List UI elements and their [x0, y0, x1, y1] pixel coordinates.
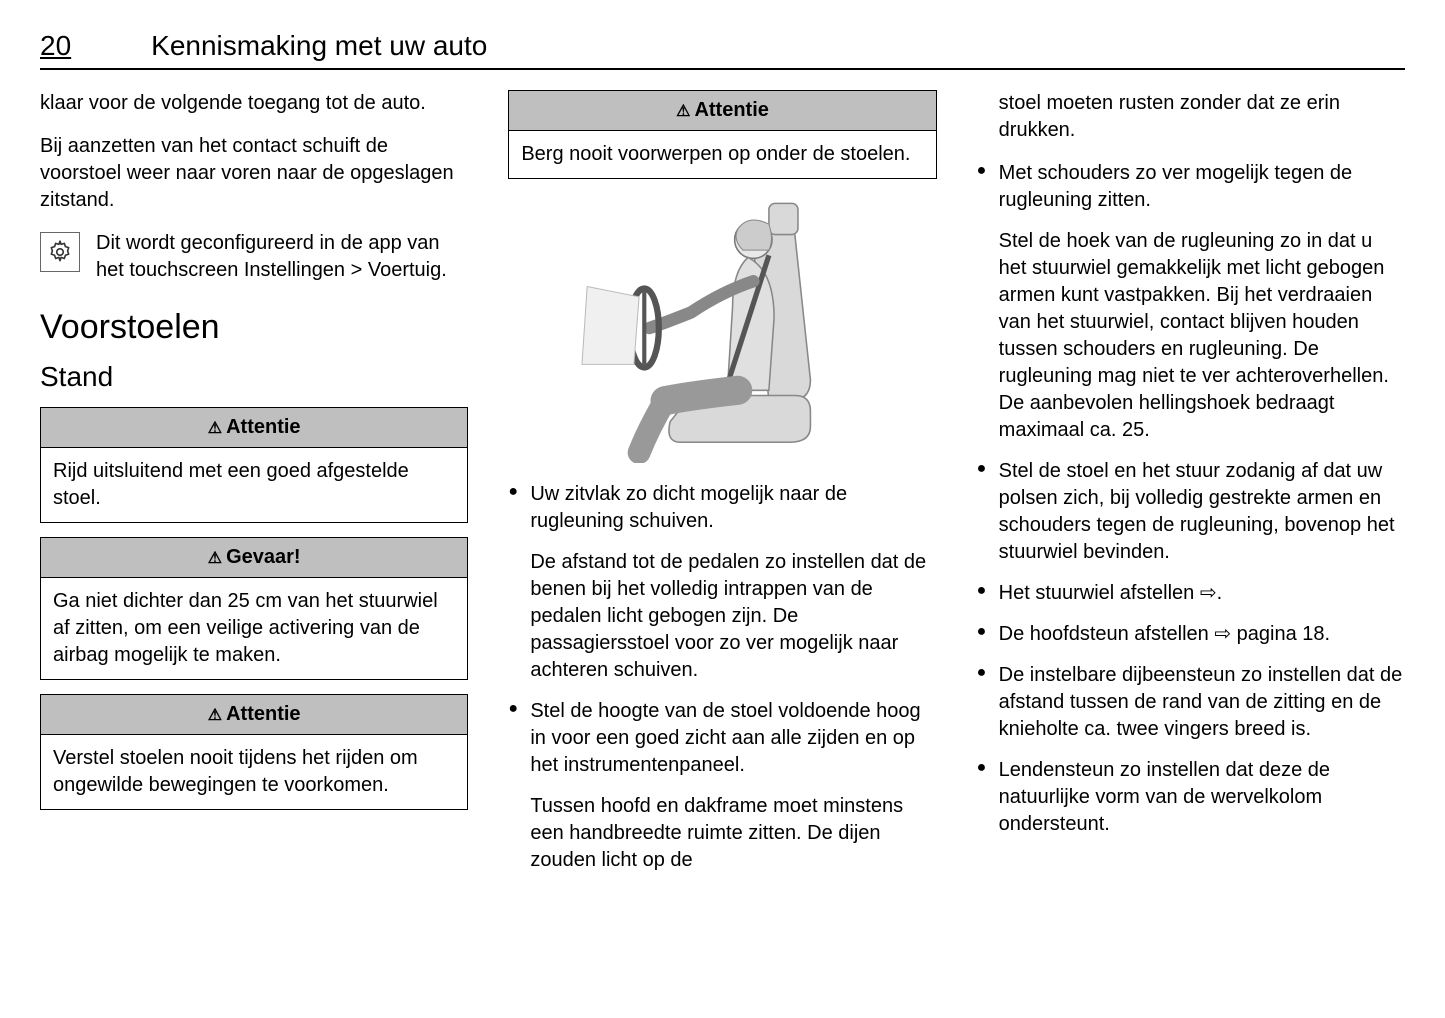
attention-box-3-title: Attentie — [694, 99, 768, 122]
section-heading-voorstoelen: Voorstoelen — [40, 308, 468, 347]
attention-box-1-title: Attentie — [226, 416, 300, 439]
list-item: Stel de stoel en het stuur zodanig af da… — [977, 458, 1405, 566]
bullet-main: Uw zitvlak zo dicht mogelijk naar de rug… — [530, 483, 847, 532]
bullet-main: De instelbare dijbeensteun zo instellen … — [999, 664, 1403, 740]
bullet-list-col3: Met schouders zo ver mogelijk tegen de r… — [977, 160, 1405, 838]
settings-hint: Dit wordt geconfigureerd in de app van h… — [40, 230, 468, 284]
settings-text: Dit wordt geconfigureerd in de app van h… — [96, 230, 468, 284]
page-header: 20 Kennismaking met uw auto — [40, 30, 1405, 70]
list-item: Met schouders zo ver mogelijk tegen de r… — [977, 160, 1405, 444]
settings-path: Instellingen > Voertuig — [244, 259, 441, 281]
intro-paragraph-1: klaar voor de volgende toegang tot de au… — [40, 90, 468, 117]
settings-text-c: . — [441, 259, 447, 281]
bullet-main: Lendensteun zo instellen dat deze de nat… — [999, 759, 1330, 835]
warning-icon: ⚠ — [208, 418, 222, 438]
column-3: stoel moeten rusten zonder dat ze erin d… — [977, 90, 1405, 888]
bullet-main: Stel de hoogte van de stoel voldoende ho… — [530, 700, 920, 776]
column-1: klaar voor de volgende toegang tot de au… — [40, 90, 468, 888]
attention-box-2-body: Verstel stoelen nooit tijdens het rijden… — [41, 735, 467, 809]
danger-box: ⚠ Gevaar! Ga niet dichter dan 25 cm van … — [40, 537, 468, 680]
bullet-sub: Tussen hoofd en dakframe moet minstens e… — [530, 793, 936, 874]
bullet-sub: Stel de hoek van de rugleuning zo in dat… — [999, 228, 1405, 444]
attention-box-2-title: Attentie — [226, 703, 300, 726]
attention-box-1-header: ⚠ Attentie — [41, 408, 467, 448]
column-2: ⚠ Attentie Berg nooit voorwerpen op onde… — [508, 90, 936, 888]
attention-box-3-body: Berg nooit voorwerpen op onder de stoele… — [509, 131, 935, 178]
bullet-main: Met schouders zo ver mogelijk tegen de r… — [999, 162, 1353, 211]
seating-position-illustration — [508, 193, 936, 463]
danger-box-title: Gevaar! — [226, 546, 301, 569]
attention-box-2: ⚠ Attentie Verstel stoelen nooit tijdens… — [40, 694, 468, 810]
bullet-main: Stel de stoel en het stuur zodanig af da… — [999, 460, 1395, 563]
bullet-main: Het stuurwiel afstellen ⇨. — [999, 582, 1223, 604]
page-number: 20 — [40, 30, 71, 62]
attention-box-1: ⚠ Attentie Rijd uitsluitend met een goed… — [40, 407, 468, 523]
list-item: Stel de hoogte van de stoel voldoende ho… — [508, 698, 936, 874]
intro-paragraph-2: Bij aanzetten van het contact schuift de… — [40, 133, 468, 214]
list-item: De hoofdsteun afstellen ⇨ pagina 18. — [977, 621, 1405, 648]
attention-box-3-header: ⚠ Attentie — [509, 91, 935, 131]
continuation-paragraph: stoel moeten rusten zonder dat ze erin d… — [977, 90, 1405, 144]
list-item: Uw zitvlak zo dicht mogelijk naar de rug… — [508, 481, 936, 684]
list-item: De instelbare dijbeensteun zo instellen … — [977, 662, 1405, 743]
content-columns: klaar voor de volgende toegang tot de au… — [40, 90, 1405, 888]
danger-box-header: ⚠ Gevaar! — [41, 538, 467, 578]
attention-box-1-body: Rijd uitsluitend met een goed afgestelde… — [41, 448, 467, 522]
warning-icon: ⚠ — [208, 705, 222, 725]
warning-icon: ⚠ — [208, 548, 222, 568]
list-item: Het stuurwiel afstellen ⇨. — [977, 580, 1405, 607]
subsection-heading-stand: Stand — [40, 361, 468, 393]
danger-box-body: Ga niet dichter dan 25 cm van het stuurw… — [41, 578, 467, 679]
warning-icon: ⚠ — [676, 101, 690, 121]
gear-icon — [40, 232, 80, 272]
bullet-main: De hoofdsteun afstellen ⇨ pagina 18. — [999, 623, 1330, 645]
list-item: Lendensteun zo instellen dat deze de nat… — [977, 757, 1405, 838]
chapter-title: Kennismaking met uw auto — [151, 30, 487, 62]
bullet-list-col2: Uw zitvlak zo dicht mogelijk naar de rug… — [508, 481, 936, 874]
bullet-sub: De afstand tot de pedalen zo instellen d… — [530, 549, 936, 684]
attention-box-3: ⚠ Attentie Berg nooit voorwerpen op onde… — [508, 90, 936, 179]
attention-box-2-header: ⚠ Attentie — [41, 695, 467, 735]
